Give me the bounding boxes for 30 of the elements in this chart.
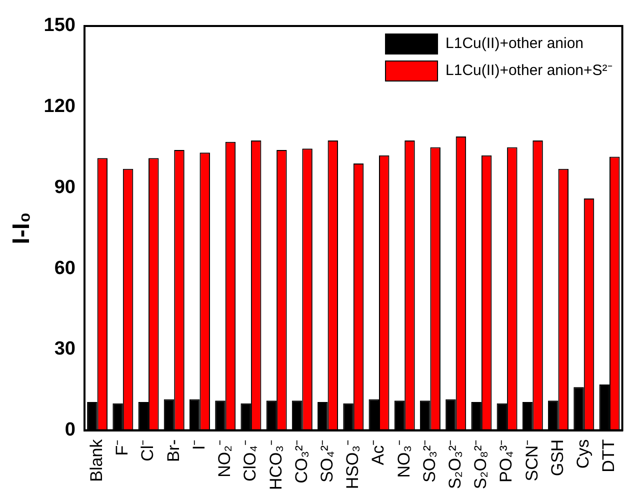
x-tick-label: SCN⁻: [522, 439, 542, 482]
x-tick-label: SO₃²⁻: [420, 439, 439, 482]
y-tick-label: 90: [54, 176, 76, 198]
y-tick-label: 0: [64, 420, 76, 441]
x-tick-label: GSH: [548, 439, 567, 476]
y-axis-title: I-I₀: [8, 212, 36, 244]
legend-label: L1Cu(II)+other anion: [446, 35, 584, 52]
x-tick-label: CO₃²⁻: [292, 439, 311, 484]
x-tick-label: Cys: [574, 439, 593, 469]
y-tick-label: 120: [44, 96, 76, 118]
x-tick-label: NO₃⁻: [394, 439, 414, 478]
legend-label: L1Cu(II)+other anion+S²⁻: [446, 62, 612, 80]
y-tick-label: 150: [44, 15, 76, 36]
x-tick-label: HCO₃⁻: [266, 439, 286, 490]
y-tick-label: 60: [54, 258, 76, 279]
y-tick-label: 30: [54, 338, 76, 360]
x-tick-label: PO₄³⁻: [496, 439, 516, 482]
x-tick-label: NO₂⁻: [215, 439, 234, 478]
x-tick-label: Blank: [86, 438, 106, 482]
x-tick-label: S₂O₈²⁻: [471, 439, 490, 490]
x-tick-label: HSO₃⁻: [343, 439, 362, 490]
x-tick-label: Cl⁻: [138, 439, 158, 462]
x-tick-label: Br-: [164, 439, 183, 462]
x-tick-label: DTT: [599, 439, 618, 472]
x-tick-label: Ac⁻: [368, 439, 388, 466]
x-tick-label: ClO₄⁻: [240, 439, 260, 482]
x-tick-label: SO₄²⁻: [317, 439, 336, 482]
x-tick-label: F⁻: [112, 439, 132, 456]
x-tick-label: I⁻: [189, 439, 208, 450]
x-tick-label: S₂O₃²⁻: [446, 439, 465, 490]
